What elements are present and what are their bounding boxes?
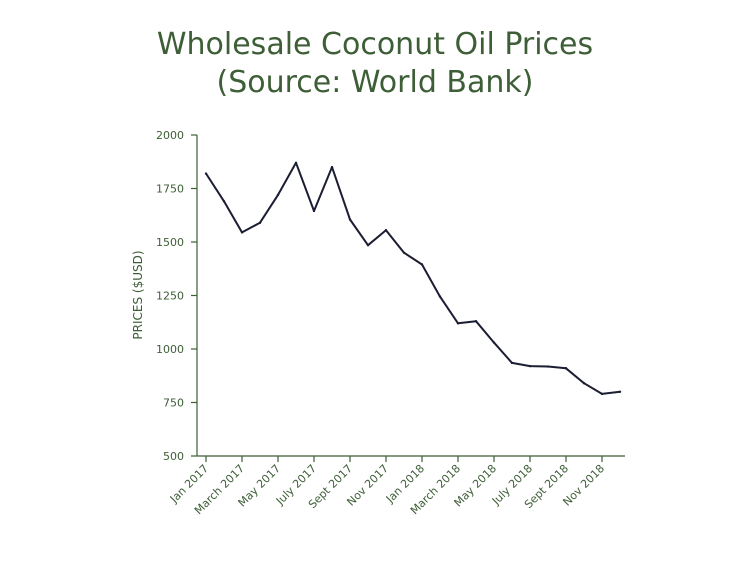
data-point bbox=[528, 364, 532, 368]
y-tick-label: 500 bbox=[163, 450, 184, 463]
price-series-line bbox=[205, 161, 621, 395]
data-point bbox=[204, 172, 208, 175]
data-point bbox=[510, 361, 514, 365]
data-point bbox=[474, 319, 478, 323]
data-point bbox=[402, 251, 406, 254]
data-point bbox=[438, 295, 442, 298]
y-tick-label: 750 bbox=[163, 397, 184, 410]
data-point bbox=[492, 341, 496, 344]
y-tick-label: 1750 bbox=[156, 183, 184, 196]
data-point bbox=[600, 392, 604, 396]
data-point bbox=[384, 229, 388, 232]
data-point bbox=[276, 193, 280, 197]
data-point bbox=[222, 200, 226, 203]
data-point bbox=[366, 244, 370, 247]
y-axis-label: PRICES ($USD) bbox=[131, 250, 145, 339]
chart-title-line-2: (Source: World Bank) bbox=[216, 65, 534, 100]
y-tick-label: 1500 bbox=[156, 236, 184, 249]
chart-title: Wholesale Coconut Oil Prices (Source: Wo… bbox=[0, 26, 750, 102]
data-point bbox=[258, 221, 262, 224]
data-point bbox=[330, 165, 334, 169]
data-point bbox=[456, 322, 460, 325]
series-layer bbox=[204, 161, 622, 396]
y-tick-label: 1000 bbox=[156, 343, 184, 356]
data-point bbox=[564, 367, 568, 370]
y-axis: 500 750 1000 1250 1500 1750 2000 bbox=[156, 129, 198, 463]
data-point bbox=[546, 365, 550, 368]
data-point bbox=[312, 209, 316, 213]
data-point bbox=[582, 382, 586, 385]
data-point bbox=[348, 218, 352, 221]
data-point bbox=[420, 263, 424, 266]
y-tick-label: 1250 bbox=[156, 290, 184, 303]
data-point bbox=[294, 161, 298, 165]
y-tick-label: 2000 bbox=[156, 129, 184, 142]
data-point bbox=[240, 231, 244, 234]
chart-title-line-1: Wholesale Coconut Oil Prices bbox=[156, 27, 594, 62]
data-point bbox=[618, 390, 622, 393]
